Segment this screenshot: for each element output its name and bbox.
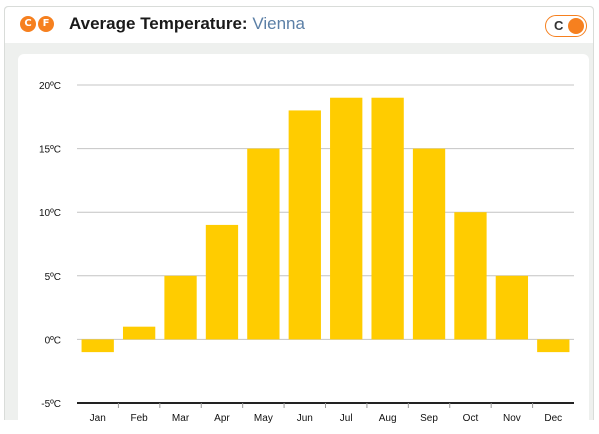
x-tick-label: Nov — [503, 413, 521, 424]
x-tick-label: Oct — [463, 413, 479, 424]
unit-toggle-label: C — [554, 18, 564, 33]
widget-header: C F Average Temperature: Vienna C — [5, 7, 593, 43]
title-city-link[interactable]: Vienna — [252, 14, 305, 33]
x-tick-label: Jul — [340, 413, 353, 424]
bar-jan — [81, 339, 114, 353]
toggle-knob-icon — [568, 18, 584, 34]
celsius-badge-icon[interactable]: C — [20, 16, 36, 32]
temperature-widget: C F Average Temperature: Vienna C 20ºC 15… — [4, 6, 594, 434]
x-tick-label: Jun — [297, 413, 313, 424]
bar-jun — [288, 110, 321, 340]
x-tick-label: Aug — [379, 413, 397, 424]
chart-card: 20ºC 15ºC 10ºC 5ºC 0ºC -5ºC Jan Feb Mar Apr May Jun… — [18, 54, 589, 434]
x-tick-label: May — [254, 413, 273, 424]
unit-toggle[interactable]: C — [545, 15, 587, 37]
y-tick-label: 5ºC — [45, 272, 61, 283]
bar-sep — [412, 148, 446, 340]
x-tick-label: Dec — [544, 413, 562, 424]
y-tick-label: 0ºC — [45, 335, 61, 346]
y-tick-label: 10ºC — [39, 208, 61, 219]
bar-oct — [454, 212, 487, 340]
x-tick-label: Apr — [214, 413, 230, 424]
bar-dec — [537, 339, 570, 353]
bar-may — [247, 148, 280, 340]
x-tick-label: Jan — [90, 413, 106, 424]
fahrenheit-badge-icon[interactable]: F — [38, 16, 54, 32]
y-tick-label: 20ºC — [39, 81, 61, 92]
bar-feb — [122, 326, 156, 340]
x-tick-label: Sep — [420, 413, 438, 424]
title-label: Average Temperature: — [69, 14, 248, 33]
x-tick-label: Feb — [131, 413, 149, 424]
temperature-bar-chart: 20ºC 15ºC 10ºC 5ºC 0ºC -5ºC Jan Feb Mar Apr May Jun… — [39, 81, 574, 424]
bar-jul — [330, 97, 363, 340]
y-tick-label: -5ºC — [41, 399, 61, 410]
bar-aug — [371, 97, 404, 340]
bar-nov — [495, 275, 529, 340]
bar-mar — [164, 275, 197, 340]
y-tick-label: 15ºC — [39, 145, 61, 156]
widget-title: Average Temperature: Vienna — [69, 14, 305, 34]
bar-apr — [205, 224, 239, 340]
x-tick-label: Mar — [172, 413, 190, 424]
